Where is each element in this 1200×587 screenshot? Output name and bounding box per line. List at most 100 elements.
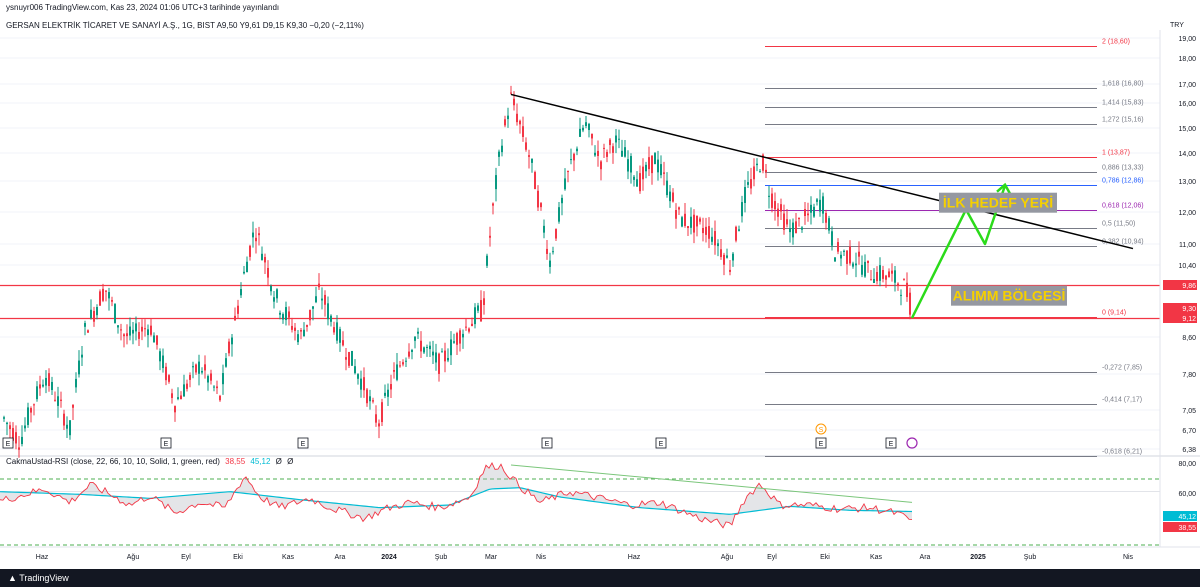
earnings-marker-label: E [301, 441, 306, 448]
annotations[interactable]: İLK HEDEF YERİ ALIMM BÖLGESİ [939, 192, 1067, 306]
candle-body [858, 251, 860, 257]
fib-level-label: 0,786 (12,86) [1102, 178, 1144, 185]
tradingview-logo[interactable]: ▲ TradingView [8, 573, 69, 583]
candle-body [306, 324, 308, 327]
indicator-value-3: Ø [275, 457, 282, 466]
candle-body [546, 248, 548, 254]
earnings-marker-label: E [164, 441, 169, 448]
candle-body [438, 353, 440, 374]
horizontal-levels [0, 284, 1160, 320]
candle-body [168, 375, 170, 382]
candle-body [111, 300, 113, 302]
trendline[interactable] [510, 93, 1134, 250]
time-axis-label: Haz [36, 554, 49, 561]
candle-body [63, 413, 65, 426]
candle-body [174, 406, 176, 413]
candle-body [705, 226, 707, 235]
candle-body [738, 229, 740, 231]
price-axis-label: 11,00 [1179, 242, 1196, 249]
time-axis-label: Şub [435, 554, 448, 561]
candle-body [57, 396, 59, 406]
candle-body [357, 374, 359, 379]
candle-body [861, 264, 863, 275]
candle-body [507, 115, 509, 120]
candle-body [567, 171, 569, 173]
time-axis-label: Eyl [767, 554, 777, 561]
candle-body [420, 340, 422, 352]
candle-body [900, 294, 902, 296]
candle-body [714, 231, 716, 246]
candle-body [795, 221, 797, 234]
candle-body [117, 325, 119, 328]
candle-body [681, 217, 683, 227]
fib-level-label: 0,886 (13,33) [1102, 165, 1144, 172]
candle-body [90, 309, 92, 319]
candle-body [270, 285, 272, 292]
candle-body [648, 157, 650, 170]
candle-body [618, 138, 620, 140]
candle-body [483, 298, 485, 305]
candle-body [600, 161, 602, 170]
event-markers[interactable]: E E E E E E ES [2, 423, 918, 449]
candle-body [447, 357, 449, 361]
price-tag-label: 9,86 [1182, 283, 1196, 290]
candle-body [426, 346, 428, 348]
indicator-line: CakmaUstad-RSI (close, 22, 66, 10, 10, S… [6, 457, 293, 466]
candle-body [249, 245, 251, 257]
rsi-line [0, 462, 913, 529]
candle-body [261, 253, 263, 260]
time-axis-label: Şub [1024, 554, 1037, 561]
projection-arrow[interactable] [910, 182, 1012, 319]
candle-body [129, 326, 131, 336]
candle-body [741, 202, 743, 217]
candle-body [150, 325, 152, 335]
candle-body [27, 407, 29, 425]
candle-body [666, 180, 668, 196]
candle-body [369, 396, 371, 402]
candle-body [873, 278, 875, 284]
candle-body [573, 153, 575, 161]
candle-body [279, 312, 281, 315]
candle-body [819, 199, 821, 212]
candle-body [366, 389, 368, 404]
earnings-marker [541, 437, 553, 449]
candle-body [870, 279, 872, 281]
candle-body [756, 163, 758, 166]
candle-body [9, 425, 11, 430]
candle-body [696, 215, 698, 227]
candle-body [777, 208, 779, 217]
candle-body [732, 253, 734, 261]
candle-body [720, 249, 722, 258]
candle-body [564, 178, 566, 190]
candle-body [204, 364, 206, 371]
candle-body [225, 358, 227, 367]
time-axis[interactable]: Haz Ağu Eyl Eki Kas Ara 2024 Şub Mar Nis Haz Ağu Eyl… [0, 546, 1200, 561]
candle-body [909, 292, 911, 315]
candle-body [843, 250, 845, 252]
candle-body [510, 92, 512, 94]
price-axis[interactable]: 19,00 18,00 17,00 16,00 15,00 14,00 13,00 12,00… [1159, 30, 1197, 547]
rsi-axis-label: 60,00 [1178, 491, 1196, 498]
candle-body [678, 207, 680, 210]
candle-body [144, 328, 146, 330]
chart-canvas[interactable]: 2 (18,60) 1,618 (16,80) 1,414 (15,83) 1,272… [0, 0, 1200, 569]
candle-body [642, 166, 644, 180]
candle-body [228, 341, 230, 354]
candle-body [291, 325, 293, 330]
candle-body [444, 350, 446, 362]
candle-body [555, 228, 557, 239]
candle-body [621, 150, 623, 157]
candle-body [411, 349, 413, 352]
candle-body [21, 436, 23, 445]
candle-body [552, 251, 554, 253]
candle-body [825, 212, 827, 223]
candle-body [267, 267, 269, 278]
candle-body [243, 271, 245, 274]
candle-body [486, 255, 488, 266]
candle-body [579, 128, 581, 137]
candle-body [630, 156, 632, 173]
candle-body [384, 392, 386, 396]
indicator-title: CakmaUstad-RSI (close, 22, 66, 10, 10, S… [6, 457, 220, 466]
candle-body [441, 351, 443, 353]
candle-body [300, 330, 302, 332]
